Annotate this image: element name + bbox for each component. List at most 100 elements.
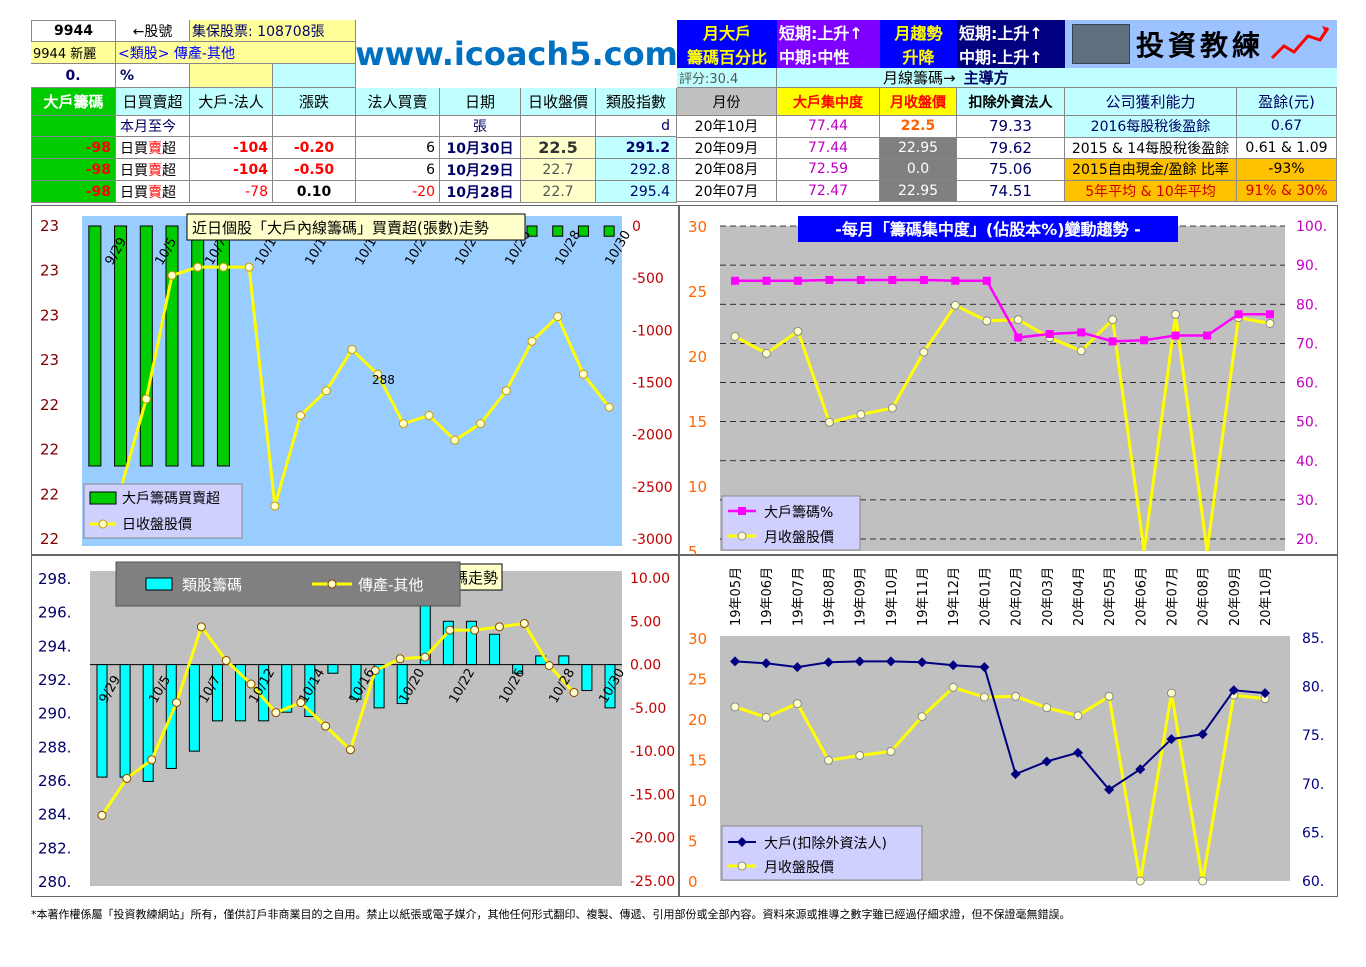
ex-foreign-point: [1197, 729, 1208, 740]
price-point: [321, 386, 331, 396]
price-point: [950, 300, 960, 310]
left-tick-label: 286.: [38, 772, 71, 790]
price-point: [398, 419, 408, 429]
price-point: [450, 435, 460, 445]
left-tick-label: 30: [688, 630, 707, 648]
logo-photo-icon: [1071, 24, 1130, 64]
daily-subrow-0: [31, 116, 116, 137]
main-force-value: 主導方: [963, 69, 1009, 87]
buy-sell-part-b: 賣: [148, 184, 162, 201]
right-tick-label: 30.: [1296, 493, 1318, 509]
short-trend-1: 短期:上升↑: [779, 24, 863, 43]
stock-category: <類股> 傳產-其他: [116, 42, 356, 64]
price-point: [1166, 688, 1176, 698]
x-tick-label: 20年09月: [1228, 567, 1243, 626]
price-point: [793, 326, 803, 336]
monthly-close: 0.0: [880, 159, 957, 181]
sector-chip-bar: [512, 664, 524, 674]
chip-bar: [216, 225, 230, 467]
sector-chip-bar: [304, 664, 316, 718]
price-point: [1135, 876, 1145, 886]
empty-cell: [273, 64, 356, 88]
x-tick-label: 20年07月: [1165, 567, 1180, 626]
profit-value: 0.61 & 1.09: [1237, 137, 1337, 159]
sector-index-point: [470, 625, 480, 635]
price-point: [193, 262, 203, 272]
concentration-point: [793, 276, 802, 285]
daily-subrow-3: [273, 116, 356, 137]
legend-box: [721, 495, 861, 551]
concentration-point: [1266, 310, 1274, 319]
right-tick-label: 80.: [1296, 297, 1318, 313]
price-point: [244, 262, 254, 272]
concentration-point: [1203, 331, 1212, 340]
daily-net: -104: [190, 159, 273, 181]
title-box: [798, 216, 1178, 242]
ex-foreign-point: [1041, 756, 1052, 767]
value-zero: 0.: [31, 64, 116, 88]
concentration-point: [762, 276, 771, 285]
price-point: [270, 501, 280, 511]
price-point: [167, 270, 177, 280]
profit-header-0: 公司獲利能力: [1065, 88, 1237, 116]
legend-swatch-point: [737, 837, 747, 847]
daily-header-4: 法人買賣: [356, 88, 440, 116]
right-tick-label: 5.00: [630, 614, 661, 630]
right-tick-label: 70.: [1302, 777, 1324, 793]
chip-bar: [88, 225, 102, 467]
sector-index-point: [420, 652, 430, 662]
x-tick-label: 20年02月: [1010, 567, 1025, 626]
footer-disclaimer: *本著作權係屬「投資教練網站」所有，僅供訂戶非商業目的之自用。禁止以紙張或電子媒…: [31, 908, 1071, 921]
sector-chip-bar: [350, 664, 362, 700]
ex-foreign-point: [1166, 734, 1177, 745]
x-tick-label: 19年07月: [791, 567, 806, 626]
right-tick-label: 60.: [1296, 376, 1318, 392]
sector-index-point: [519, 618, 529, 628]
left-tick-label: 288.: [38, 738, 71, 756]
profit-label: 2015自由現金/盈餘 比率: [1065, 159, 1237, 181]
price-point: [730, 332, 740, 341]
left-tick-label: 10: [688, 478, 707, 496]
right-tick-label: -1500: [632, 376, 673, 392]
price-point: [730, 702, 740, 712]
daily-subrow-2: [190, 116, 273, 137]
left-tick-label: 290.: [38, 705, 71, 723]
left-tick-label: 25: [688, 283, 707, 301]
concentration-point: [951, 276, 960, 285]
title-box: [186, 213, 526, 241]
sector-chip-bar: [604, 664, 616, 709]
daily-subrow-6: [521, 116, 596, 137]
short-mid-trend-2: 短期:上升↑ 中期:上升↑: [957, 20, 1065, 68]
legend-label: 類股籌碼: [182, 576, 242, 594]
profit-value: -93%: [1237, 159, 1337, 181]
right-tick-label: 20.: [1296, 532, 1318, 548]
legend-label: 大戶籌碼%: [764, 505, 833, 521]
site-url[interactable]: www.icoach5.com: [356, 35, 677, 73]
daily-header-0: 大戶籌碼: [31, 88, 116, 116]
concentration-point: [982, 276, 991, 285]
legend-box: [115, 561, 461, 607]
concentration-point: [825, 275, 834, 284]
ex-foreign-point: [1260, 688, 1270, 699]
daily-net: -78: [190, 181, 273, 203]
x-tick-label: 19年05月: [729, 567, 744, 626]
ex-foreign-point: [1135, 764, 1146, 775]
left-tick-label: 296.: [38, 604, 71, 622]
legend-box: [721, 825, 923, 881]
daily-header-7: 類股指數: [596, 88, 677, 116]
right-tick-label: -20.00: [630, 831, 675, 847]
daily-header-5: 日期: [440, 88, 521, 116]
left-tick-label: 22: [40, 485, 59, 503]
sector-chip-bar: [211, 664, 223, 722]
daily-date: 10月29日: [440, 159, 521, 181]
chip-percent-label: 籌碼百分比: [686, 48, 767, 67]
legend-swatch-point: [737, 861, 747, 871]
monthly-ex-foreign: 74.51: [957, 180, 1065, 202]
right-tick-label: -25.00: [630, 874, 675, 890]
price-point: [761, 348, 771, 358]
x-tick-label: 20年01月: [978, 567, 993, 626]
daily-net: -104: [190, 137, 273, 159]
left-tick-label: 5: [688, 543, 698, 556]
sector-chip-bar: [396, 664, 408, 705]
concentration-point: [1014, 333, 1023, 342]
